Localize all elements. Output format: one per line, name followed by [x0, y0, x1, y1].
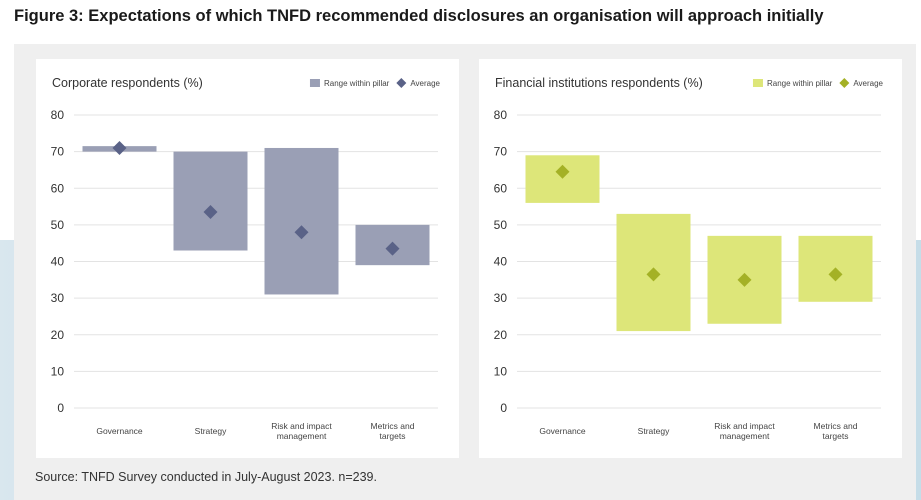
financial-y-tick-label: 50: [494, 218, 508, 232]
financial-legend-range-label: Range within pillar: [767, 79, 833, 88]
financial-category-label-line: targets: [823, 431, 849, 441]
financial-y-tick-label: 70: [494, 145, 508, 159]
corporate-average-marker: [203, 205, 218, 220]
figure-title: Figure 3: Expectations of which TNFD rec…: [14, 7, 824, 25]
financial-chart: Financial institutions respondents (%) Av…: [494, 76, 884, 441]
corporate-category-label-line: Risk and impact: [271, 421, 332, 431]
corporate-average-marker: [294, 225, 309, 240]
corporate-category-label: Governance: [96, 426, 143, 436]
financial-y-tick-label: 60: [494, 181, 508, 195]
financial-y-tick-label: 80: [494, 108, 508, 122]
corporate-y-tick-label: 50: [51, 218, 65, 232]
corporate-chart: Corporate respondents (%) Average Range wi…: [51, 76, 441, 441]
financial-category-label: Risk and impact management: [714, 421, 775, 441]
corporate-y-tick-label: 70: [51, 145, 65, 159]
financial-category-label-line: management: [720, 431, 770, 441]
financial-category-label-line: Risk and impact: [714, 421, 775, 431]
financial-legend-average-marker: [839, 78, 850, 88]
corporate-range-bar: [173, 151, 248, 251]
financial-y-tick-label: 30: [494, 291, 508, 305]
corporate-category-label: Strategy: [195, 426, 227, 436]
corporate-chart-title: Corporate respondents (%): [52, 76, 203, 90]
financial-chart-card: Financial institutions respondents (%) Av…: [479, 59, 902, 458]
corporate-legend-average-label: Average: [410, 79, 440, 88]
financial-category-label: Governance: [539, 426, 586, 436]
corporate-category-label: Metrics and targets: [371, 421, 415, 441]
financial-y-tick-label: 0: [500, 401, 507, 415]
source-note: Source: TNFD Survey conducted in July-Au…: [35, 470, 377, 484]
corporate-y-tick-label: 30: [51, 291, 65, 305]
corporate-y-tick-label: 0: [57, 401, 64, 415]
financial-average-marker: [646, 267, 661, 282]
corporate-range-bar: [264, 147, 339, 295]
corporate-category-label: Risk and impact management: [271, 421, 332, 441]
financial-legend-average-label: Average: [853, 79, 883, 88]
corporate-legend-average-marker: [396, 78, 407, 88]
corporate-y-tick-label: 80: [51, 108, 65, 122]
corporate-category-label-line: Metrics and: [371, 421, 415, 431]
financial-chart-title: Financial institutions respondents (%): [495, 76, 703, 90]
corporate-y-tick-label: 60: [51, 181, 65, 195]
financial-average-marker: [828, 267, 843, 282]
corporate-legend-range-label: Range within pillar: [324, 79, 390, 88]
corporate-y-tick-label: 40: [51, 255, 65, 269]
corporate-average-marker: [385, 241, 400, 256]
corporate-category-label-line: management: [277, 431, 327, 441]
corporate-average-marker: [112, 140, 127, 155]
financial-y-tick-label: 40: [494, 255, 508, 269]
financial-legend-range-swatch: [752, 79, 763, 87]
corporate-category-label-line: targets: [380, 431, 406, 441]
financial-range-bar: [525, 155, 600, 203]
financial-average-marker: [737, 272, 752, 287]
corporate-chart-card: Corporate respondents (%) Average Range wi…: [36, 59, 459, 458]
financial-y-tick-label: 10: [494, 364, 508, 378]
financial-category-label-line: Metrics and: [814, 421, 858, 431]
corporate-y-tick-label: 10: [51, 364, 65, 378]
financial-category-label: Strategy: [638, 426, 670, 436]
financial-y-tick-label: 20: [494, 328, 508, 342]
financial-average-marker: [555, 164, 570, 179]
corporate-legend-range-swatch: [309, 79, 320, 87]
financial-category-label: Metrics and targets: [814, 421, 858, 441]
corporate-y-tick-label: 20: [51, 328, 65, 342]
